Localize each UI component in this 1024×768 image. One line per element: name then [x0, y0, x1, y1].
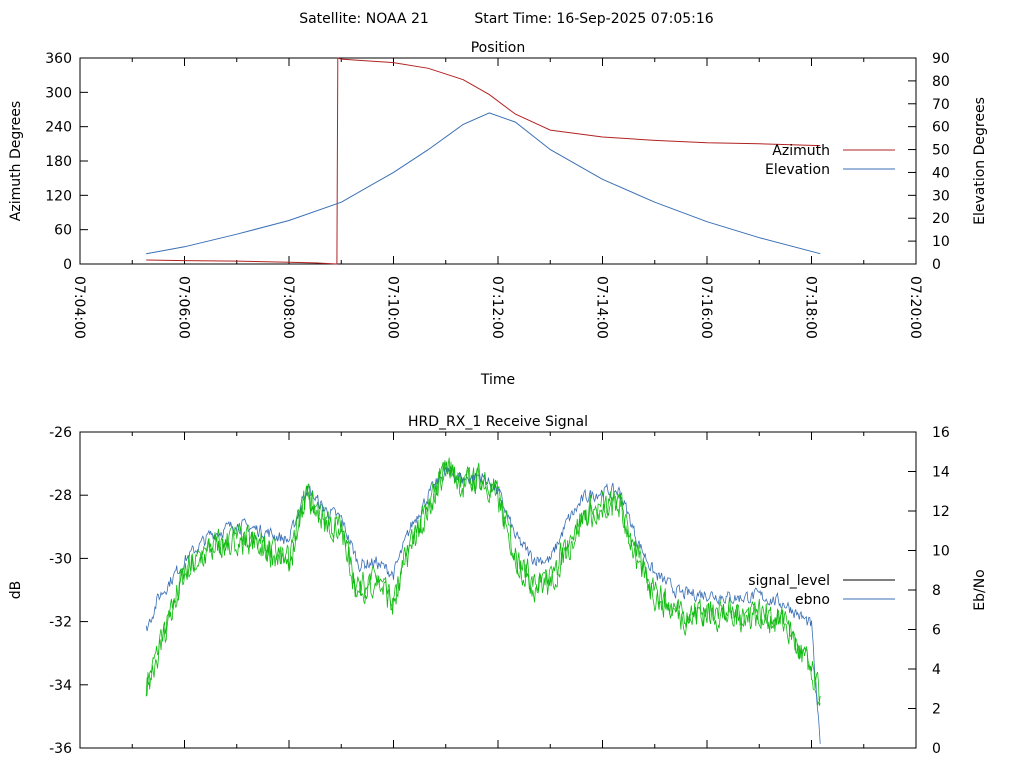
x-tick-label: 07:20:00 [907, 276, 923, 339]
y2-tick-label: 80 [932, 74, 950, 90]
series-line-ebno-band [145, 457, 821, 706]
y-tick-label: 180 [45, 154, 72, 170]
y-tick-label: 120 [45, 188, 72, 204]
y-tick-label: -32 [49, 615, 72, 631]
y-tick-label: -26 [49, 425, 72, 441]
header-satellite: Satellite: NOAA 21 [299, 11, 429, 27]
y-tick-label: 60 [54, 223, 72, 239]
y2-tick-label: 16 [932, 425, 950, 441]
y2-tick-label: 0 [932, 741, 941, 757]
x-tick-label: 07:14:00 [594, 276, 610, 339]
y2-tick-label: 50 [932, 143, 950, 159]
y2-tick-label: 4 [932, 662, 941, 678]
header-start-time: Start Time: 16-Sep-2025 07:05:16 [474, 11, 713, 27]
y-axis-label: Azimuth Degrees [8, 101, 24, 221]
x-tick-label: 07:04:00 [71, 276, 87, 339]
x-tick-label: 07:10:00 [385, 276, 401, 339]
y2-axis-label: Eb/No [972, 569, 988, 611]
y2-tick-label: 20 [932, 211, 950, 227]
y-tick-label: -30 [49, 551, 72, 567]
legend-label: ebno [795, 592, 830, 608]
y2-tick-label: 40 [932, 165, 950, 181]
y2-tick-label: 70 [932, 97, 950, 113]
y2-tick-label: 0 [932, 257, 941, 273]
chart-title: HRD_RX_1 Receive Signal [408, 414, 588, 430]
x-axis-label: Time [480, 372, 515, 388]
y2-tick-label: 90 [932, 51, 950, 67]
legend-label: Elevation [765, 162, 830, 178]
y2-tick-label: 10 [932, 544, 950, 560]
y2-tick-label: 14 [932, 465, 950, 481]
y-tick-label: -34 [49, 678, 72, 694]
plot-frame [79, 431, 917, 749]
y-tick-label: 0 [63, 257, 72, 273]
y-tick-label: -36 [49, 741, 72, 757]
series-line-signal_level [145, 461, 821, 706]
series-line-Azimuth [146, 57, 821, 265]
y2-tick-label: 60 [932, 120, 950, 136]
y2-tick-label: 8 [932, 583, 941, 599]
y-tick-label: 300 [45, 85, 72, 101]
y-axis-label: dB [8, 581, 24, 600]
chart-title: Position [471, 40, 526, 56]
series-line-ebno [145, 465, 821, 744]
x-tick-label: 07:16:00 [698, 276, 714, 339]
y-tick-label: 240 [45, 120, 72, 136]
position-chart: Position 0 60 120 180 240 300 360 0 10 20 30 40 50 60 7… [8, 40, 988, 388]
legend-label: Azimuth [772, 143, 830, 159]
receive-signal-chart: HRD_RX_1 Receive Signal -36 -34 -32 -30 -28 -2… [8, 414, 988, 757]
x-tick-label: 07:12:00 [489, 276, 505, 339]
x-tick-label: 07:18:00 [803, 276, 819, 339]
x-tick-label: 07:06:00 [176, 276, 192, 339]
y2-axis-label: Elevation Degrees [972, 97, 988, 225]
y-tick-label: -28 [49, 488, 72, 504]
series-line-Elevation [146, 112, 821, 255]
x-tick-label: 07:08:00 [280, 276, 296, 339]
y2-tick-label: 2 [932, 702, 941, 718]
y2-tick-label: 10 [932, 234, 950, 250]
legend-label: signal_level [748, 573, 830, 589]
y2-tick-label: 6 [932, 623, 941, 639]
plot-frame [79, 57, 917, 265]
y-tick-label: 360 [45, 51, 72, 67]
y2-tick-label: 12 [932, 504, 950, 520]
y2-tick-label: 30 [932, 188, 950, 204]
